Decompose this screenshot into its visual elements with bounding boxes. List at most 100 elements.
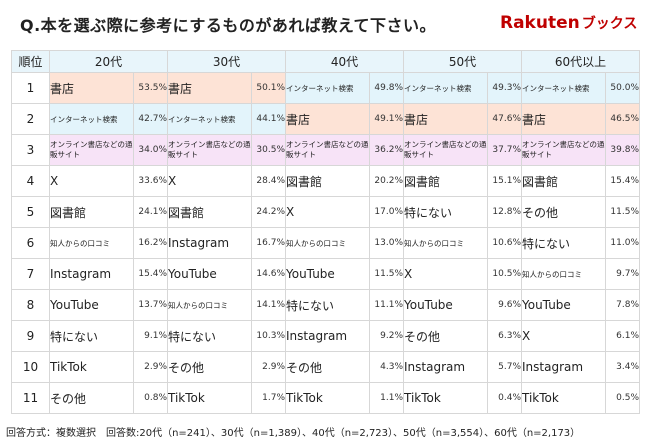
item-label: その他	[167, 351, 252, 383]
logo-rakuten-text: Rakuten	[500, 13, 580, 33]
item-percent: 14.6%	[251, 258, 286, 290]
item-percent: 17.0%	[369, 196, 404, 228]
item-percent: 0.4%	[487, 382, 522, 414]
item-percent: 4.3%	[369, 351, 404, 383]
item-label: 知人からの口コミ	[285, 227, 370, 259]
item-percent: 9.2%	[369, 320, 404, 352]
table-row: 4 X 33.6% X 28.4% 図書館 20.2% 図書館 15.1% 図書館 15.4%	[11, 165, 640, 197]
item-percent: 16.2%	[133, 227, 168, 259]
header-40s: 40代	[285, 50, 404, 73]
item-percent: 15.1%	[487, 165, 522, 197]
rank-cell: 3	[11, 134, 50, 166]
item-label: YouTube	[285, 258, 370, 290]
item-percent: 47.6%	[487, 103, 522, 135]
item-label: Instagram	[285, 320, 370, 352]
item-label: 知人からの口コミ	[521, 258, 606, 290]
item-label: Instagram	[521, 351, 606, 383]
item-label: YouTube	[167, 258, 252, 290]
item-label: 知人からの口コミ	[167, 289, 252, 321]
item-percent: 44.1%	[251, 103, 286, 135]
item-percent: 0.8%	[133, 382, 168, 414]
header-30s: 30代	[167, 50, 286, 73]
item-percent: 7.8%	[605, 289, 640, 321]
item-percent: 1.1%	[369, 382, 404, 414]
table-row: 8 YouTube 13.7% 知人からの口コミ 14.1% 特にない 11.1% YouTu…	[11, 289, 640, 321]
header-60s-plus: 60代以上	[521, 50, 640, 73]
item-percent: 24.2%	[251, 196, 286, 228]
item-label: X	[167, 165, 252, 197]
item-label: YouTube	[403, 289, 488, 321]
item-percent: 9.1%	[133, 320, 168, 352]
item-label: Instagram	[167, 227, 252, 259]
item-label: YouTube	[521, 289, 606, 321]
rank-cell: 1	[11, 72, 50, 104]
rank-cell: 4	[11, 165, 50, 197]
item-percent: 24.1%	[133, 196, 168, 228]
item-label: X	[49, 165, 134, 197]
item-label: インターネット検索	[521, 72, 606, 104]
item-label: 知人からの口コミ	[403, 227, 488, 259]
item-percent: 46.5%	[605, 103, 640, 135]
item-label: TikTok	[521, 382, 606, 414]
item-label: 特にない	[403, 196, 488, 228]
item-label: オンライン書店などの通販サイト	[285, 134, 370, 166]
survey-question-title: Q.本を選ぶ際に参考にするものがあれば教えて下さい。	[20, 16, 437, 35]
table-row: 10 TikTok 2.9% その他 2.9% その他 4.3% Instagram 5.7% I…	[11, 351, 640, 383]
header-rank: 順位	[11, 50, 50, 73]
item-label: 特にない	[167, 320, 252, 352]
item-percent: 14.1%	[251, 289, 286, 321]
item-label: その他	[49, 382, 134, 414]
ranking-table: 順位 20代 30代 40代 50代 60代以上 1 書店 53.5% 書店 50.1%…	[11, 50, 640, 414]
item-label: その他	[521, 196, 606, 228]
rank-cell: 7	[11, 258, 50, 290]
table-row: 6 知人からの口コミ 16.2% Instagram 16.7% 知人からの口コミ 13.0…	[11, 227, 640, 259]
item-label: YouTube	[49, 289, 134, 321]
item-percent: 3.4%	[605, 351, 640, 383]
item-percent: 42.7%	[133, 103, 168, 135]
item-percent: 33.6%	[133, 165, 168, 197]
item-percent: 49.1%	[369, 103, 404, 135]
item-percent: 1.7%	[251, 382, 286, 414]
item-percent: 13.0%	[369, 227, 404, 259]
item-percent: 30.5%	[251, 134, 286, 166]
header: Q.本を選ぶ際に参考にするものがあれば教えて下さい。 Rakuten ブックス	[0, 0, 650, 48]
item-label: 特にない	[49, 320, 134, 352]
logo-books-text: ブックス	[581, 16, 638, 32]
item-label: 書店	[403, 103, 488, 135]
footer-note: 回答方式：複数選択 回答数:20代（n=241）、30代（n=1,389）、40…	[6, 428, 581, 439]
table-row: 9 特にない 9.1% 特にない 10.3% Instagram 9.2% その他 6.3% X 6…	[11, 320, 640, 352]
item-percent: 53.5%	[133, 72, 168, 104]
item-percent: 6.3%	[487, 320, 522, 352]
item-label: 書店	[49, 72, 134, 104]
item-label: オンライン書店などの通販サイト	[167, 134, 252, 166]
item-percent: 39.8%	[605, 134, 640, 166]
table-row: 3 オンライン書店などの通販サイト 34.0% オンライン書店などの通販サイト 30.5…	[11, 134, 640, 166]
table-body: 1 書店 53.5% 書店 50.1% インターネット検索 49.8% インターネット検索 49…	[11, 72, 640, 414]
item-percent: 2.9%	[251, 351, 286, 383]
item-percent: 15.4%	[605, 165, 640, 197]
table-row: 1 書店 53.5% 書店 50.1% インターネット検索 49.8% インターネット検索 49…	[11, 72, 640, 104]
item-label: 図書館	[49, 196, 134, 228]
item-label: その他	[403, 320, 488, 352]
item-percent: 5.7%	[487, 351, 522, 383]
item-percent: 9.7%	[605, 258, 640, 290]
item-label: TikTok	[403, 382, 488, 414]
item-label: オンライン書店などの通販サイト	[521, 134, 606, 166]
item-label: インターネット検索	[285, 72, 370, 104]
table-header-row: 順位 20代 30代 40代 50代 60代以上	[11, 50, 640, 73]
item-label: 書店	[521, 103, 606, 135]
item-label: オンライン書店などの通販サイト	[49, 134, 134, 166]
item-label: TikTok	[167, 382, 252, 414]
item-percent: 15.4%	[133, 258, 168, 290]
item-percent: 11.5%	[605, 196, 640, 228]
item-label: 知人からの口コミ	[49, 227, 134, 259]
item-label: X	[403, 258, 488, 290]
rank-cell: 5	[11, 196, 50, 228]
item-label: その他	[285, 351, 370, 383]
item-percent: 36.2%	[369, 134, 404, 166]
item-percent: 10.3%	[251, 320, 286, 352]
item-percent: 50.0%	[605, 72, 640, 104]
table-row: 2 インターネット検索 42.7% インターネット検索 44.1% 書店 49.1% 書店 47…	[11, 103, 640, 135]
item-percent: 11.0%	[605, 227, 640, 259]
item-percent: 49.8%	[369, 72, 404, 104]
